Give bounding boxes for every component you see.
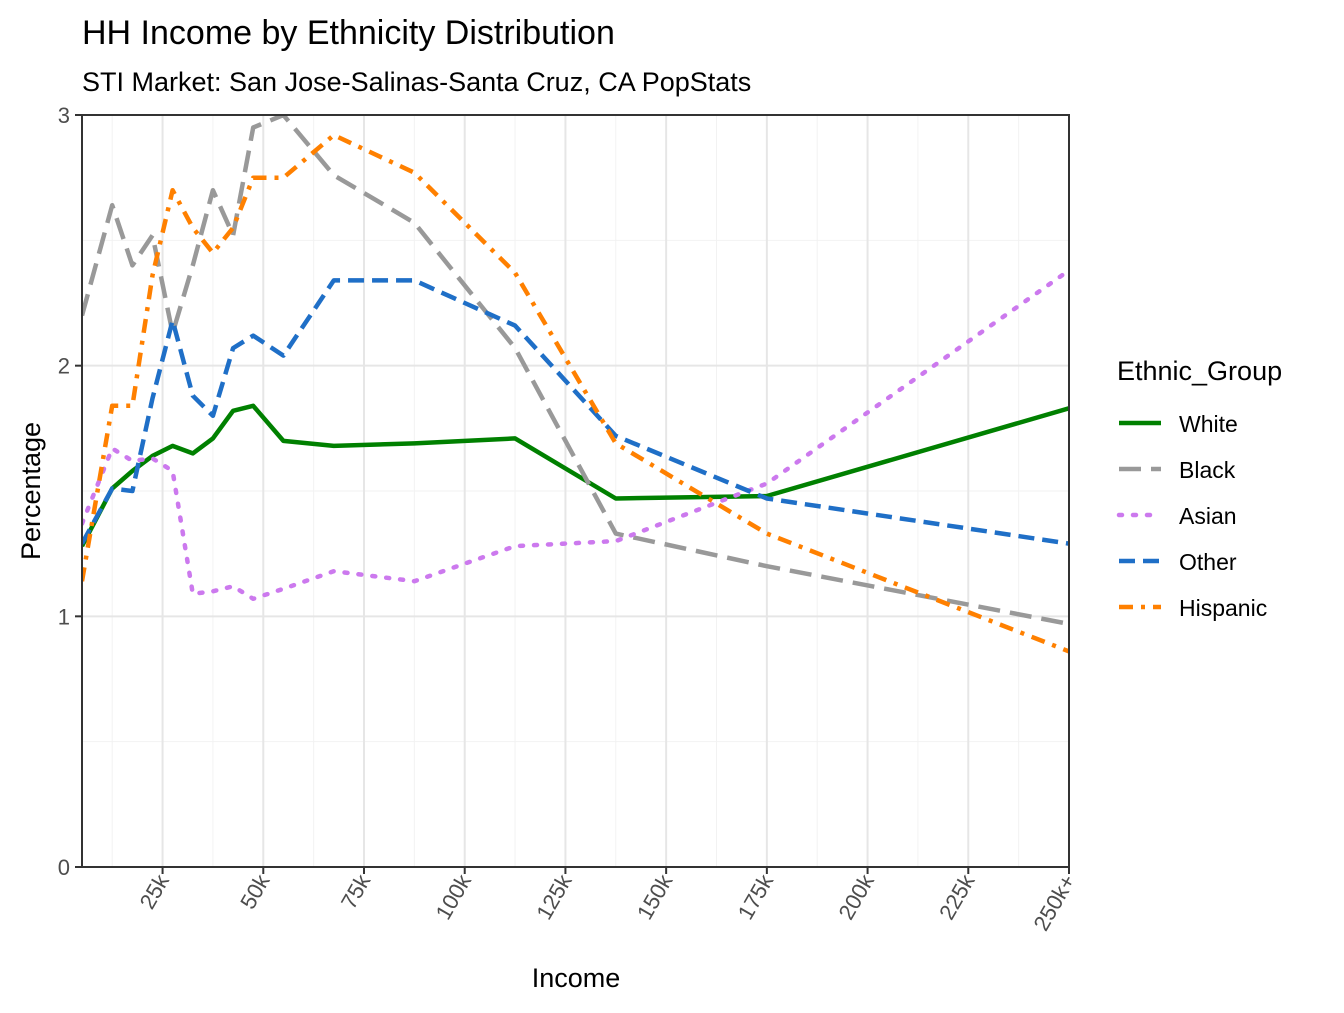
- x-tick-label: 125k: [531, 869, 577, 924]
- y-tick-label: 3: [58, 103, 70, 128]
- series-line-hispanic: [82, 132, 1069, 654]
- x-tick-label: 250k+: [1028, 870, 1080, 935]
- x-axis-label: Income: [532, 963, 621, 993]
- y-tick-label: 0: [58, 855, 70, 880]
- legend-label-asian: Asian: [1179, 503, 1237, 529]
- legend-label-white: White: [1179, 411, 1238, 437]
- y-axis-label: Percentage: [16, 422, 46, 560]
- x-tick-label: 25k: [135, 869, 175, 913]
- y-tick-label: 2: [58, 354, 70, 379]
- chart-title: HH Income by Ethnicity Distribution: [82, 14, 615, 52]
- x-tick-label: 175k: [733, 869, 779, 924]
- series-line-black: [82, 115, 1069, 627]
- series-line-other: [82, 278, 1069, 546]
- chart-subtitle: STI Market: San Jose-Salinas-Santa Cruz,…: [82, 67, 751, 97]
- legend-label-other: Other: [1179, 549, 1237, 575]
- series-line-asian: [82, 268, 1069, 602]
- series-lines: [82, 115, 1069, 654]
- y-tick-label: 1: [58, 604, 70, 629]
- x-tick-label: 150k: [632, 869, 678, 924]
- legend-label-black: Black: [1179, 457, 1236, 483]
- x-tick-label: 50k: [235, 869, 275, 913]
- legend: Ethnic_Group White Black Asian Other Hispani…: [1116, 356, 1282, 621]
- plot-panel: 0 1 2 3 25k 50k 75k 100k 125k 150k 175k 200k 225k 250…: [58, 103, 1081, 935]
- legend-label-hispanic: Hispanic: [1179, 595, 1267, 621]
- series-line-white: [82, 403, 1069, 548]
- x-tick-label: 225k: [934, 869, 980, 924]
- x-tick-label: 100k: [431, 869, 477, 924]
- legend-title: Ethnic_Group: [1117, 356, 1282, 386]
- x-tick-label: 75k: [336, 869, 376, 913]
- x-tick-label: 200k: [833, 869, 879, 924]
- panel-border: [81, 114, 1070, 868]
